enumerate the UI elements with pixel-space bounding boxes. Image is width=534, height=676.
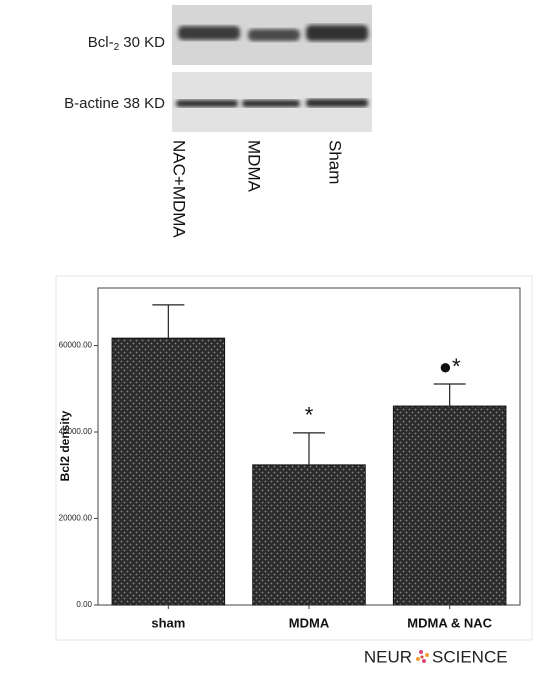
- band: [242, 100, 300, 107]
- band: [178, 26, 240, 40]
- lane-label: MDMA: [245, 140, 264, 193]
- y-tick-label: 40000.00: [59, 427, 93, 436]
- bar: [112, 338, 225, 605]
- x-tick-label: MDMA: [289, 615, 330, 630]
- band: [176, 100, 238, 107]
- band: [306, 99, 368, 107]
- bar: [253, 465, 366, 605]
- label-part: Bcl-: [88, 34, 114, 51]
- logo-mark: [416, 650, 429, 663]
- x-tick-label: MDMA & NAC: [407, 615, 492, 630]
- page: Bcl-2 30 KD B-actine 38 KD NAC+MDMA MDMA…: [0, 0, 534, 676]
- logo-text: SCIENCE: [432, 647, 508, 666]
- plot: 0.00 20000.00 40000.00 60000.00 sham MDMA * MDM…: [59, 305, 506, 631]
- lane-label: Sham: [326, 140, 345, 184]
- y-tick-label: 60000.00: [59, 341, 93, 350]
- y-tick-label: 0.00: [76, 600, 92, 609]
- figure: Bcl-2 30 KD B-actine 38 KD NAC+MDMA MDMA…: [0, 0, 534, 671]
- y-axis-label: Bcl2 density: [58, 410, 72, 481]
- label-part: 30 KD: [119, 34, 165, 51]
- y-tick-label: 20000.00: [59, 514, 93, 523]
- western-blot: [172, 5, 372, 132]
- band: [248, 29, 300, 41]
- logo-text: NEUR: [364, 647, 412, 666]
- annotation: ●*: [439, 354, 461, 379]
- lane-label: NAC+MDMA: [170, 140, 189, 238]
- blot-label: B-actine 38 KD: [64, 95, 165, 112]
- x-tick-label: sham: [151, 615, 185, 630]
- annotation: *: [305, 403, 314, 428]
- bar: [393, 406, 506, 605]
- blot-label: Bcl-2 30 KD: [88, 34, 165, 53]
- band: [306, 25, 368, 41]
